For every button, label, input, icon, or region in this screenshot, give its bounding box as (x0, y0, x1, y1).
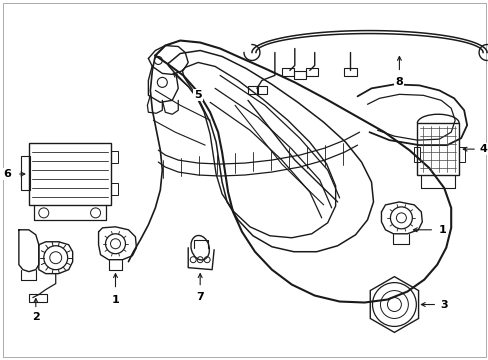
Bar (305, 68, 317, 76)
Bar (29, 143, 110, 205)
Bar (247, 86, 258, 94)
Bar (256, 86, 266, 94)
Text: 5: 5 (194, 90, 202, 100)
Bar (110, 183, 118, 195)
Text: 4: 4 (478, 144, 486, 154)
Bar (413, 147, 420, 162)
Bar (343, 68, 356, 76)
Bar (416, 123, 458, 175)
Text: 1: 1 (437, 225, 445, 235)
Bar (281, 68, 293, 76)
Bar (110, 151, 118, 163)
Bar (21, 156, 30, 190)
Bar (29, 293, 47, 302)
Text: 7: 7 (196, 292, 203, 302)
Text: 2: 2 (32, 312, 40, 323)
Bar (458, 147, 464, 162)
Text: 1: 1 (111, 294, 119, 305)
Bar (293, 71, 305, 80)
Text: 3: 3 (440, 300, 447, 310)
Text: 8: 8 (395, 77, 403, 87)
Text: 6: 6 (3, 169, 11, 179)
